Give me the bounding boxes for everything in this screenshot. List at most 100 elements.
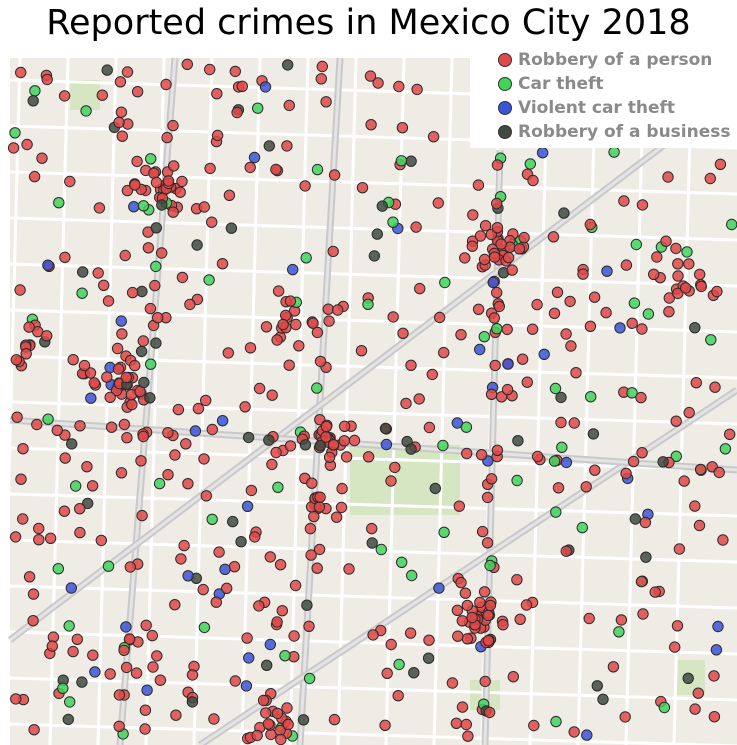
crime-marker	[113, 689, 126, 701]
crime-marker	[17, 443, 29, 455]
crime-marker	[9, 127, 21, 139]
crime-marker	[66, 438, 78, 450]
crime-marker	[694, 463, 707, 476]
crime-marker	[121, 66, 134, 78]
crime-marker	[136, 509, 148, 522]
crime-marker	[116, 130, 129, 142]
crime-marker	[600, 306, 612, 319]
crime-marker	[613, 626, 625, 638]
crime-marker	[27, 615, 39, 627]
crime-marker	[314, 355, 327, 368]
crime-marker	[455, 576, 467, 589]
crime-marker	[46, 640, 58, 652]
crime-marker	[82, 497, 94, 510]
crime-marker	[74, 420, 86, 432]
crime-marker	[228, 561, 241, 573]
legend-label: Violent car theft	[518, 98, 676, 118]
crime-marker	[303, 672, 316, 685]
crime-marker	[112, 363, 125, 375]
legend-swatch-violent-car-theft	[498, 101, 512, 115]
crime-marker	[139, 723, 151, 735]
crime-marker	[87, 649, 99, 661]
crime-marker	[343, 563, 355, 575]
crime-marker	[23, 571, 36, 583]
crime-marker	[167, 119, 179, 132]
crime-marker	[461, 599, 474, 612]
crime-marker	[651, 251, 663, 263]
crime-marker	[726, 218, 737, 231]
crime-marker	[583, 612, 595, 625]
crime-marker	[225, 222, 238, 234]
crime-marker	[580, 481, 592, 493]
crime-marker	[478, 586, 491, 598]
crime-marker	[9, 531, 22, 543]
crime-marker	[630, 238, 642, 251]
crime-marker	[20, 348, 32, 360]
crime-marker	[709, 381, 721, 393]
crime-marker	[71, 633, 84, 645]
crime-marker	[156, 247, 168, 259]
crime-marker	[548, 307, 561, 319]
crime-marker	[95, 534, 108, 547]
crime-marker	[290, 318, 302, 331]
crime-marker	[162, 427, 174, 439]
crime-marker	[636, 199, 649, 211]
crime-marker	[405, 359, 417, 371]
crime-marker	[719, 443, 732, 455]
crime-marker	[93, 202, 106, 214]
crime-marker	[475, 449, 488, 461]
crime-marker	[287, 263, 299, 276]
crime-marker	[281, 140, 293, 152]
crime-marker	[708, 711, 721, 723]
crime-marker	[216, 258, 229, 270]
street	[336, 57, 358, 745]
crime-marker	[385, 475, 397, 487]
crime-marker	[28, 170, 41, 183]
crime-marker	[478, 331, 490, 343]
crime-marker	[389, 461, 401, 474]
crime-marker	[558, 207, 570, 219]
crime-marker	[481, 537, 494, 549]
crime-marker	[484, 559, 496, 572]
crime-marker	[380, 438, 393, 451]
crime-marker	[144, 392, 156, 404]
crime-marker	[587, 428, 600, 440]
crime-marker	[137, 430, 150, 443]
crime-marker	[101, 371, 113, 383]
crime-marker	[311, 163, 324, 176]
crime-marker	[629, 513, 641, 525]
crime-marker	[175, 553, 187, 565]
crime-marker	[591, 680, 603, 692]
crime-marker	[105, 421, 118, 433]
street	[624, 57, 646, 745]
street	[9, 216, 737, 242]
crime-marker	[126, 286, 139, 299]
crime-marker	[272, 285, 285, 297]
crime-marker	[565, 340, 577, 352]
crime-marker	[518, 231, 530, 244]
crime-marker	[203, 274, 215, 286]
crime-marker	[405, 443, 417, 455]
crime-marker	[466, 240, 478, 252]
crime-marker	[241, 632, 253, 644]
crime-marker	[198, 453, 210, 465]
crime-marker	[636, 323, 648, 335]
crime-marker	[297, 714, 310, 726]
crime-marker	[694, 268, 706, 281]
crime-marker	[74, 526, 86, 539]
crime-marker	[27, 95, 39, 107]
crime-marker	[192, 402, 205, 415]
crime-marker	[483, 706, 496, 719]
crime-marker	[53, 197, 65, 209]
crime-marker	[531, 450, 544, 463]
legend-label: Robbery of a business	[518, 122, 731, 142]
crime-marker	[481, 491, 494, 504]
crime-marker	[289, 579, 302, 592]
crime-marker	[672, 287, 684, 300]
crime-marker	[452, 630, 464, 642]
crime-marker	[274, 559, 287, 571]
crime-marker	[17, 513, 29, 525]
crime-marker	[588, 291, 601, 303]
crime-marker	[669, 641, 681, 653]
crime-marker	[67, 354, 79, 366]
